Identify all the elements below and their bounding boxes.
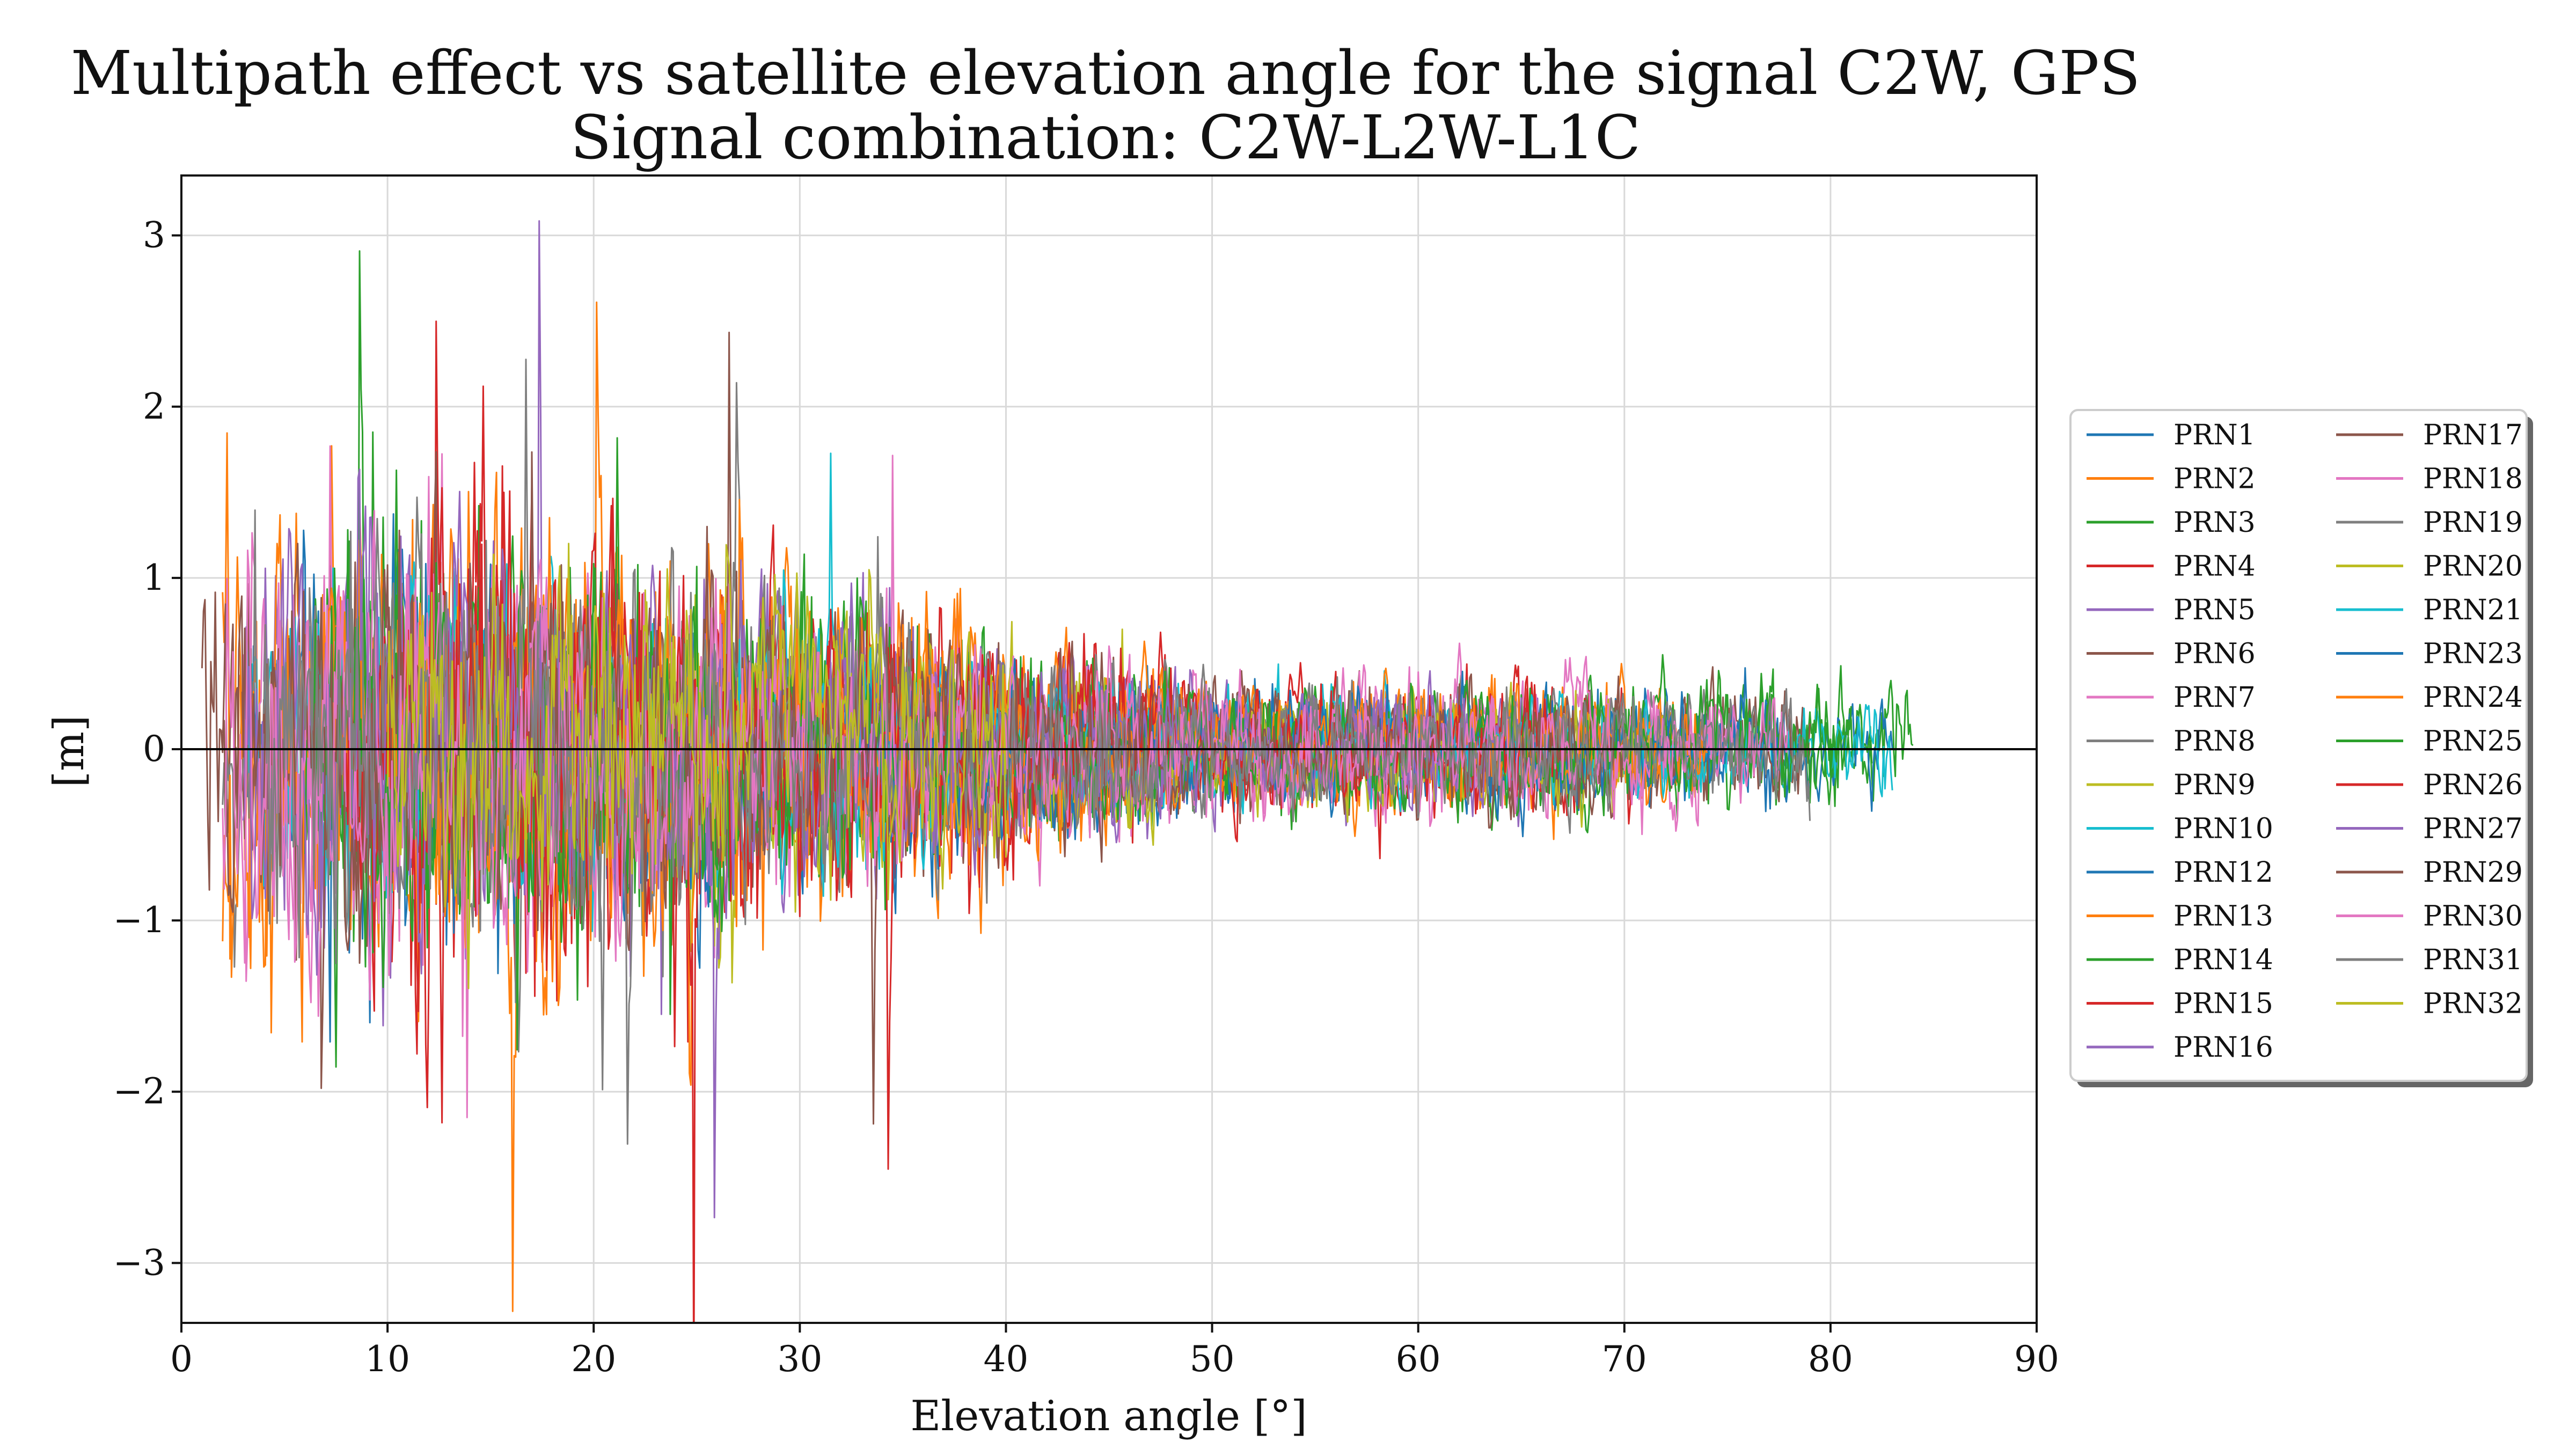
legend-label: PRN1: [2174, 419, 2256, 451]
legend-label: PRN15: [2174, 988, 2273, 1020]
y-tick-label: 2: [143, 386, 165, 427]
x-tick-label: 10: [365, 1338, 410, 1380]
x-tick-label: 80: [1808, 1338, 1853, 1380]
y-tick-label: 0: [143, 728, 165, 770]
legend-label: PRN6: [2174, 638, 2256, 670]
legend-label: PRN12: [2174, 857, 2273, 889]
series-line-prn32: [386, 543, 1007, 990]
x-tick-label: 90: [2014, 1338, 2059, 1380]
legend-label: PRN16: [2174, 1031, 2273, 1064]
legend-label: PRN10: [2174, 813, 2273, 845]
legend-label: PRN2: [2174, 463, 2256, 495]
y-tick-label: −3: [113, 1242, 165, 1283]
legend-label: PRN23: [2423, 638, 2523, 670]
legend-label: PRN20: [2423, 551, 2523, 583]
y-tick-label: 1: [143, 557, 165, 598]
legend-label: PRN30: [2423, 901, 2523, 933]
legend-label: PRN18: [2423, 463, 2523, 495]
x-tick-label: 40: [983, 1338, 1028, 1380]
legend-label: PRN29: [2423, 857, 2523, 889]
x-tick-label: 0: [170, 1338, 193, 1380]
y-tick-label: 3: [143, 215, 165, 256]
legend-label: PRN25: [2423, 726, 2523, 758]
legend-label: PRN9: [2174, 769, 2256, 801]
legend-label: PRN19: [2423, 507, 2523, 539]
chart-subtitle: Signal combination: C2W-L2W-L1C: [570, 103, 1641, 173]
legend-label: PRN3: [2174, 507, 2256, 539]
x-tick-label: 60: [1396, 1338, 1441, 1380]
x-tick-label: 20: [571, 1338, 616, 1380]
legend-label: PRN8: [2174, 726, 2256, 758]
legend-box: [2069, 409, 2528, 1082]
legend-label: PRN27: [2423, 813, 2523, 845]
legend: PRN1 PRN2 PRN3 PRN4 PRN5 PRN6 PRN7 PRN8 PRN9 PRN1…: [2069, 409, 2533, 1087]
legend-label: PRN7: [2174, 682, 2256, 714]
y-tick-label: −2: [113, 1071, 165, 1112]
chart-title: Multipath effect vs satellite elevation …: [71, 39, 2141, 108]
x-axis-ticks: 0 10 20 30 40 50 60 70 80 90: [170, 1323, 2059, 1380]
series-line-prn31: [263, 358, 1811, 1145]
legend-label: PRN31: [2423, 944, 2523, 976]
x-tick-label: 30: [777, 1338, 822, 1380]
x-tick-label: 70: [1602, 1338, 1647, 1380]
legend-label: PRN32: [2423, 988, 2523, 1020]
legend-label: PRN17: [2423, 419, 2523, 451]
x-tick-label: 50: [1190, 1338, 1235, 1380]
y-tick-label: −1: [113, 899, 165, 941]
x-axis-label: Elevation angle [°]: [910, 1392, 1307, 1440]
legend-label: PRN5: [2174, 594, 2256, 626]
series-group: [201, 220, 1914, 1323]
legend-label: PRN21: [2423, 594, 2523, 626]
legend-label: PRN24: [2423, 682, 2523, 714]
legend-label: PRN26: [2423, 769, 2523, 801]
y-axis-label: [m]: [45, 715, 93, 788]
legend-label: PRN13: [2174, 901, 2273, 933]
y-axis-ticks: −3 −2 −1 0 1 2 3: [113, 215, 181, 1283]
legend-label: PRN14: [2174, 944, 2273, 976]
legend-label: PRN4: [2174, 551, 2256, 583]
